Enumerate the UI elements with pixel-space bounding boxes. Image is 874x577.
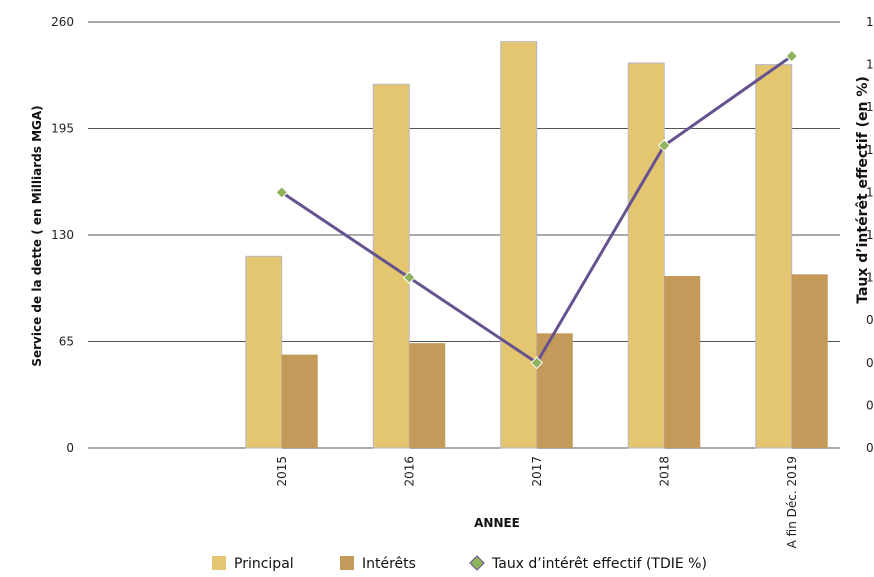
rate-point <box>275 186 289 199</box>
rate-point <box>530 356 544 370</box>
right-axis-ticks: 0 0 0 0 1 1 1 1 1 1 1 <box>866 15 874 455</box>
bars <box>245 41 828 449</box>
y2-tick-label: 1 <box>866 271 874 285</box>
bar-int-r-ts <box>536 333 573 448</box>
x-tick-label: 2015 <box>275 456 289 487</box>
y-tick-label: 195 <box>51 122 74 136</box>
legend-swatch <box>212 556 226 570</box>
y2-tick-label: 0 <box>866 356 874 370</box>
legend-swatch <box>340 556 354 570</box>
legend-item: Intérêts <box>340 556 416 572</box>
y2-tick-label: 1 <box>866 143 874 157</box>
legend-label: Principal <box>234 556 294 572</box>
bar-int-r-ts <box>281 354 318 448</box>
legend-marker <box>469 555 485 571</box>
y2-tick-label: 0 <box>866 441 874 455</box>
legend-item: Principal <box>212 556 294 572</box>
y2-tick-label: 0 <box>866 398 874 412</box>
bar-principal <box>755 64 793 449</box>
y2-tick-label: 1 <box>866 100 874 114</box>
legend-item: Taux d’intérêt effectif (TDIE %) <box>469 555 707 572</box>
x-axis-ticks: 2015 2016 2017 2018 A fin Déc. 2019 <box>275 456 799 548</box>
x-tick-label: 2018 <box>657 456 671 487</box>
x-axis-title: ANNEE <box>474 516 520 530</box>
y-tick-label: 65 <box>59 335 74 349</box>
bar-int-r-ts <box>664 275 701 448</box>
y-tick-label: 130 <box>51 228 74 242</box>
legend-label: Intérêts <box>362 556 416 572</box>
right-axis-title: Taux d’intérêt effectif (en %) <box>855 76 871 304</box>
x-tick-label: 2016 <box>402 456 416 487</box>
bar-int-r-ts <box>791 274 828 448</box>
left-axis-ticks: 0 65 130 195 260 <box>51 15 74 455</box>
rate-point <box>785 49 799 63</box>
left-axis-title: Service de la dette ( en Milliards MGA) <box>30 105 44 366</box>
legend: Principal Intérêts Taux d’intérêt effectif… <box>212 555 707 572</box>
y-tick-label: 0 <box>66 441 74 455</box>
bar-principal <box>245 255 283 449</box>
y2-tick-label: 1 <box>866 58 874 72</box>
bar-principal <box>500 41 538 449</box>
legend-label: Taux d’intérêt effectif (TDIE %) <box>491 556 707 572</box>
y2-tick-label: 1 <box>866 185 874 199</box>
y2-tick-label: 0 <box>866 313 874 327</box>
y2-tick-label: 1 <box>866 228 874 242</box>
bar-principal <box>627 62 665 449</box>
rate-point <box>657 139 671 152</box>
rate-point <box>402 271 416 284</box>
y-tick-label: 260 <box>51 15 74 29</box>
bar-int-r-ts <box>409 343 446 448</box>
rate-line <box>275 49 799 370</box>
x-tick-label: 2017 <box>530 456 544 487</box>
y2-tick-label: 1 <box>866 15 874 29</box>
gridlines <box>88 21 840 449</box>
x-tick-label: A fin Déc. 2019 <box>785 456 799 548</box>
